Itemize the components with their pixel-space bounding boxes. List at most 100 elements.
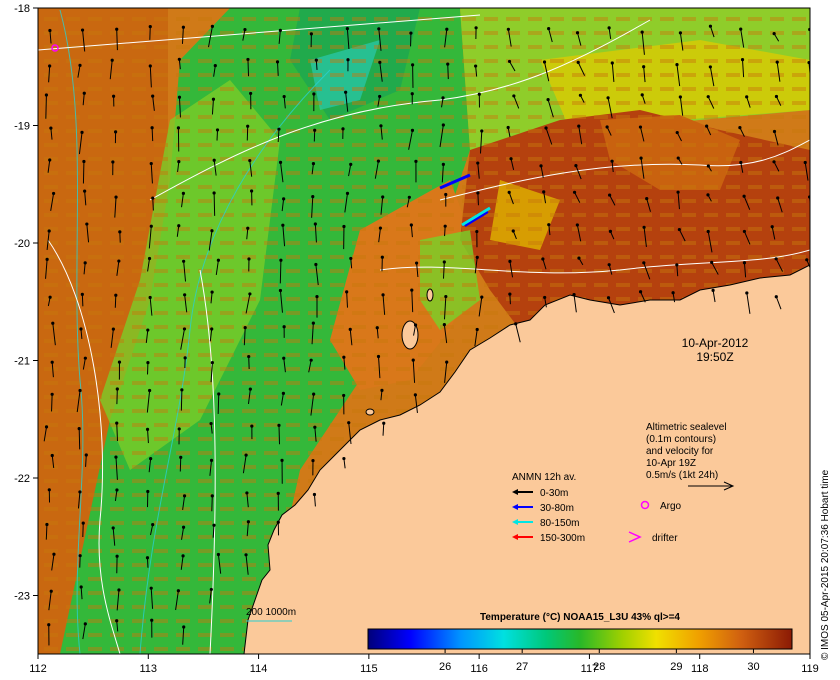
velocity-vector-origin: [610, 61, 614, 65]
velocity-vector-origin: [117, 360, 122, 364]
velocity-vector-origin: [79, 585, 83, 589]
velocity-vector-origin: [78, 388, 82, 393]
velocity-vector-origin: [151, 522, 155, 527]
velocity-vector-origin: [346, 58, 350, 62]
velocity-vector-origin: [772, 32, 776, 36]
velocity-vector-origin: [149, 161, 153, 166]
velocity-vector-origin: [380, 388, 384, 392]
velocity-vector: [443, 324, 448, 344]
colorbar-gradient: [367, 628, 793, 650]
map-plot-area: [38, 8, 815, 654]
velocity-vector: [547, 99, 554, 118]
velocity-vector-origin: [742, 261, 747, 265]
velocity-vector-origin: [480, 295, 484, 299]
velocity-vector-origin: [113, 130, 118, 134]
velocity-vector-origin: [181, 191, 185, 195]
sealevel-contour: [379, 249, 810, 274]
velocity-vector: [210, 423, 213, 434]
velocity-vector-origin: [181, 525, 186, 529]
velocity-vector-origin: [441, 96, 445, 100]
velocity-vector-origin: [215, 128, 220, 132]
velocity-vector-origin: [111, 327, 115, 331]
velocity-vector-origin: [745, 95, 749, 99]
velocity-vector: [281, 198, 285, 212]
velocity-vector: [45, 259, 48, 279]
velocity-vector-origin: [277, 423, 281, 427]
velocity-vector-origin: [210, 290, 214, 294]
velocity-vector: [278, 425, 281, 445]
velocity-vector-origin: [248, 292, 252, 296]
velocity-vector-origin: [210, 24, 215, 29]
velocity-vector: [242, 455, 247, 474]
velocity-vector: [709, 66, 715, 87]
velocity-vector: [48, 591, 52, 611]
velocity-vector-origin: [574, 163, 578, 168]
velocity-vector: [147, 429, 149, 444]
velocity-vector: [743, 231, 751, 245]
colorbar-tick-label: 30: [747, 661, 759, 673]
velocity-vector-origin: [146, 489, 150, 494]
velocity-vector-origin: [475, 255, 479, 259]
velocity-vector: [152, 198, 154, 211]
velocity-vector: [515, 323, 521, 343]
velocity-vector: [510, 158, 515, 170]
velocity-vector: [112, 527, 116, 546]
velocity-vector-origin: [177, 160, 181, 164]
velocity-vector: [812, 229, 815, 238]
velocity-vector: [213, 192, 216, 216]
velocity-vector: [740, 162, 744, 173]
velocity-vector-origin: [47, 488, 51, 492]
velocity-vector: [444, 362, 448, 383]
velocity-vector-origin: [506, 27, 510, 31]
velocity-vector: [346, 28, 350, 50]
island: [426, 288, 434, 302]
velocity-vector-origin: [209, 458, 214, 462]
velocity-vector: [343, 357, 346, 370]
velocity-vector-origin: [212, 191, 216, 195]
velocity-vector-origin: [282, 356, 286, 360]
velocity-vector-origin: [311, 458, 315, 463]
y-axis: -18 -19 -20 -21 -22 -23: [14, 3, 38, 603]
velocity-vector: [646, 198, 651, 212]
velocity-vector-origin: [114, 455, 118, 459]
velocity-vector: [149, 297, 153, 316]
velocity-vector: [380, 196, 384, 215]
velocity-vector: [611, 62, 615, 82]
velocity-vector: [246, 521, 249, 537]
velocity-vector-origin: [82, 91, 86, 95]
velocity-vector: [348, 164, 352, 177]
plot-frame: [37, 7, 811, 655]
velocity-vector-origin: [118, 230, 122, 234]
velocity-vector: [315, 264, 319, 286]
velocity-vector: [812, 98, 815, 113]
velocity-vector: [43, 426, 48, 442]
velocity-vector-origin: [44, 425, 49, 429]
velocity-vector: [548, 28, 553, 43]
velocity-vector-origin: [313, 222, 317, 226]
velocity-vector: [78, 428, 81, 450]
velocity-vector-origin: [249, 189, 254, 193]
velocity-vector: [280, 393, 284, 406]
y-tick-label: -18: [14, 3, 30, 15]
altimetry-line: (0.1m contours): [646, 434, 716, 445]
velocity-vector-origin: [342, 393, 346, 398]
velocity-vector: [507, 29, 512, 47]
velocity-vector: [712, 290, 716, 303]
velocity-vector-origin: [212, 523, 216, 527]
velocity-vector-origin: [671, 291, 675, 295]
velocity-vector-origin: [344, 90, 348, 94]
velocity-vector-origin: [314, 262, 318, 267]
velocity-vector-origin: [605, 125, 609, 129]
credit-text: © IMOS 05-Apr-2015 20:07:36 Hobart time: [820, 469, 831, 660]
velocity-vector-origin: [474, 64, 478, 68]
velocity-vector-origin: [413, 393, 417, 397]
velocity-vector-origin: [315, 294, 319, 299]
velocity-vector: [277, 129, 280, 143]
velocity-vector-origin: [742, 229, 747, 234]
legend-label: 80-150m: [540, 518, 579, 529]
argo-legend-icon: [640, 500, 650, 510]
velocity-vector: [148, 226, 152, 249]
y-tick-label: -22: [14, 473, 30, 485]
velocity-vector-origin: [83, 356, 87, 360]
